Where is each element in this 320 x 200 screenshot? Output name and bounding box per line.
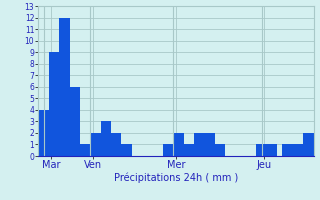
Bar	[90, 133, 95, 156]
Bar	[262, 144, 267, 156]
Bar	[293, 144, 298, 156]
Bar	[64, 18, 69, 156]
Bar	[267, 144, 272, 156]
Bar	[163, 144, 168, 156]
Bar	[101, 121, 106, 156]
Bar	[95, 133, 101, 156]
Bar	[59, 18, 64, 156]
Bar	[106, 121, 111, 156]
Bar	[298, 144, 303, 156]
Bar	[220, 144, 225, 156]
Bar	[168, 144, 173, 156]
Bar	[75, 87, 80, 156]
Bar	[179, 133, 184, 156]
Bar	[116, 133, 122, 156]
Bar	[210, 133, 215, 156]
Bar	[272, 144, 277, 156]
Bar	[303, 133, 308, 156]
Bar	[308, 133, 314, 156]
Bar	[80, 144, 85, 156]
Bar	[111, 133, 116, 156]
Bar	[69, 87, 75, 156]
Bar	[38, 110, 44, 156]
Bar	[127, 144, 132, 156]
Bar	[184, 144, 189, 156]
Bar	[199, 133, 204, 156]
Bar	[49, 52, 54, 156]
Bar	[85, 144, 90, 156]
Bar	[54, 52, 59, 156]
Bar	[44, 110, 49, 156]
Bar	[257, 144, 262, 156]
Bar	[173, 133, 179, 156]
Bar	[283, 144, 288, 156]
Bar	[215, 144, 220, 156]
Bar	[194, 133, 199, 156]
Bar	[204, 133, 210, 156]
Bar	[288, 144, 293, 156]
Bar	[189, 144, 194, 156]
X-axis label: Précipitations 24h ( mm ): Précipitations 24h ( mm )	[114, 173, 238, 183]
Bar	[122, 144, 127, 156]
